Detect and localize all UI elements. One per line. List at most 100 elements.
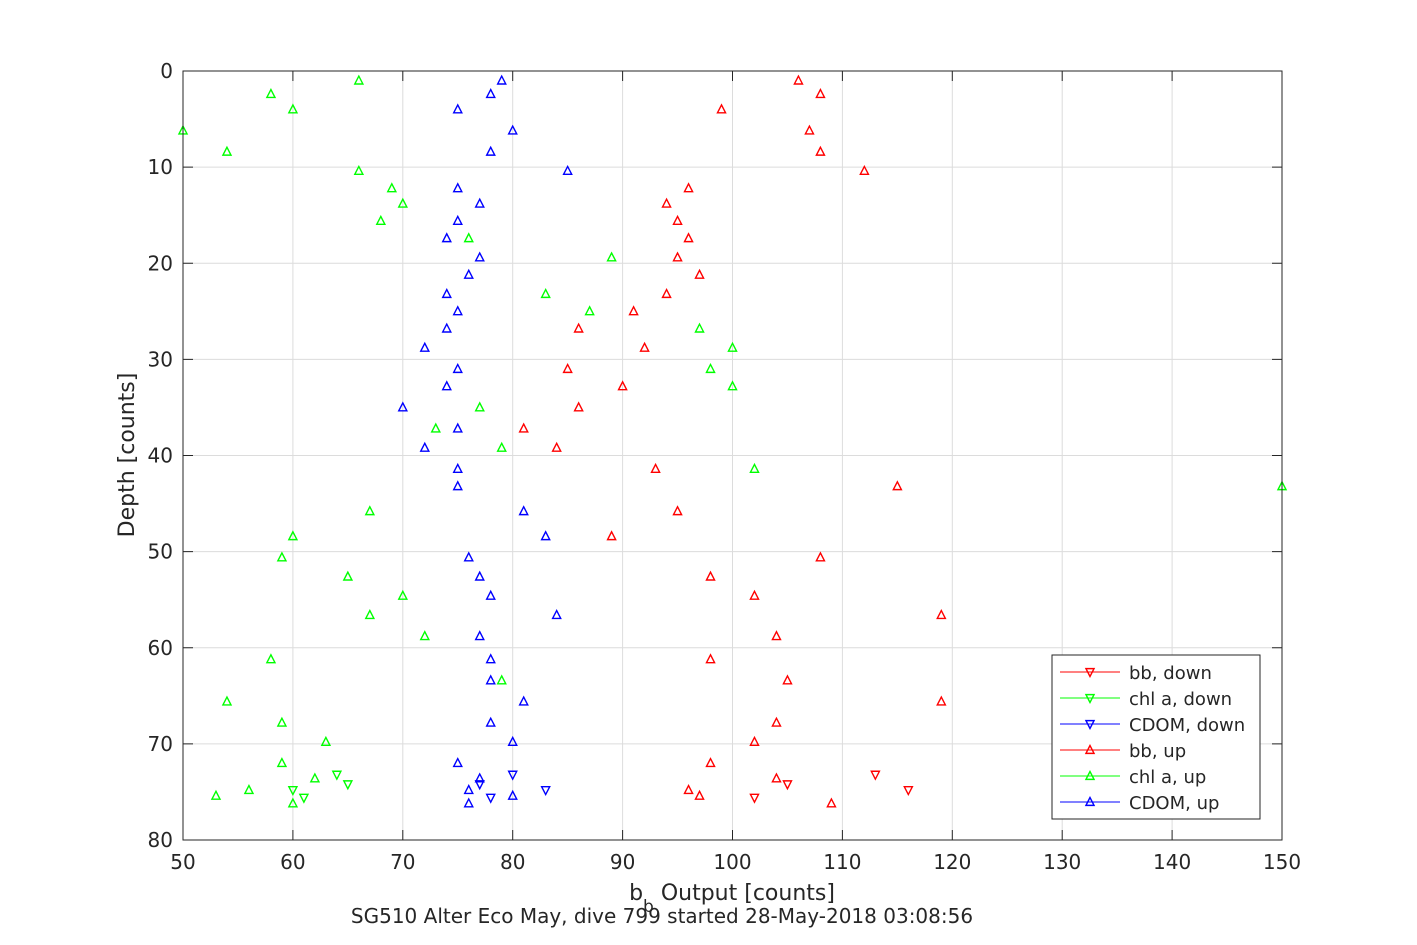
data-point: [496, 74, 507, 85]
data-point: [463, 551, 474, 562]
legend-marker: [1084, 795, 1096, 807]
x-tick-label: 100: [713, 850, 751, 874]
data-point: [727, 341, 738, 352]
legend-label: CDOM, up: [1129, 793, 1219, 814]
y-tick-label: 10: [148, 155, 173, 179]
data-point: [419, 341, 430, 352]
data-point: [617, 380, 628, 391]
data-point: [749, 735, 760, 747]
data-point: [573, 322, 584, 333]
legend-entry: chl a, up: [1060, 767, 1206, 788]
data-point: [441, 322, 452, 333]
x-tick-label: 80: [500, 850, 525, 874]
data-point: [342, 570, 354, 581]
data-point: [221, 695, 233, 706]
data-point: [606, 530, 617, 541]
y-tick-label: 50: [148, 540, 173, 564]
data-point: [705, 653, 716, 664]
data-point: [694, 789, 705, 800]
data-point: [771, 630, 782, 641]
data-point: [507, 789, 518, 800]
data-point: [474, 780, 485, 791]
x-tick-label: 130: [1043, 850, 1081, 874]
x-tick-label: 70: [390, 850, 415, 874]
data-point: [859, 164, 870, 176]
data-points: [177, 74, 1288, 808]
data-point: [771, 772, 782, 783]
data-point: [474, 197, 485, 208]
data-point: [364, 609, 376, 620]
data-point: [815, 88, 826, 99]
data-point: [287, 785, 299, 797]
data-point: [815, 145, 826, 156]
data-point: [749, 589, 760, 600]
data-point: [452, 462, 463, 474]
x-axis-label-subscript: b: [643, 897, 654, 917]
legend-marker: [1084, 719, 1096, 731]
x-tick-label: 90: [610, 850, 635, 874]
data-point: [870, 770, 881, 781]
data-point: [518, 695, 529, 706]
y-ticks: 0 10 20 30 40 50 60 70 80: [148, 59, 1282, 852]
y-tick-label: 80: [148, 828, 173, 852]
data-point: [452, 214, 463, 226]
data-point: [485, 653, 496, 664]
x-tick-label: 110: [823, 850, 861, 874]
data-point: [463, 232, 474, 243]
data-point: [485, 88, 496, 99]
data-point: [243, 783, 255, 795]
data-point: [485, 589, 496, 600]
data-point: [936, 609, 947, 620]
data-point: [573, 401, 584, 412]
data-point: [452, 757, 463, 768]
x-tick-label: 140: [1153, 850, 1191, 874]
data-point: [672, 214, 683, 226]
data-point: [452, 362, 463, 374]
data-point: [683, 783, 694, 795]
data-point: [727, 380, 738, 391]
legend-entry: CDOM, down: [1060, 715, 1245, 736]
data-point: [463, 268, 474, 279]
data-point: [496, 441, 507, 452]
data-point: [771, 716, 782, 727]
data-point: [507, 735, 518, 747]
data-point: [551, 609, 562, 620]
x-axis-label: bb Output [counts]: [629, 881, 835, 917]
data-point: [342, 780, 354, 791]
legend-entry: bb, down: [1060, 663, 1212, 684]
data-point: [265, 653, 277, 664]
legend-label: bb, up: [1129, 741, 1186, 762]
data-point: [782, 780, 793, 791]
data-point: [463, 783, 474, 795]
x-ticks: 50 60 70 80 90 100 110 120 130 140 150: [170, 71, 1301, 874]
data-point: [683, 232, 694, 243]
data-point: [705, 757, 716, 768]
data-point: [826, 797, 837, 808]
y-tick-label: 0: [160, 59, 173, 83]
legend-label: chl a, up: [1129, 767, 1206, 788]
legend-entry: bb, up: [1060, 741, 1186, 762]
data-point: [782, 674, 793, 685]
data-point: [485, 793, 496, 804]
data-point: [562, 164, 573, 176]
data-point: [419, 630, 430, 641]
data-point: [210, 789, 222, 800]
data-point: [474, 772, 485, 783]
figure-caption: SG510 Alter Eco May, dive 799 started 28…: [351, 904, 973, 928]
data-point: [452, 422, 463, 433]
x-axis-label-rest: Output [counts]: [654, 881, 835, 906]
data-point: [320, 735, 332, 747]
data-point: [309, 772, 321, 783]
x-tick-label: 60: [280, 850, 305, 874]
data-point: [639, 341, 650, 352]
data-point: [540, 785, 551, 797]
legend-label: CDOM, down: [1129, 715, 1245, 736]
data-point: [540, 287, 551, 299]
data-point: [474, 401, 485, 412]
legend-marker: [1084, 693, 1096, 705]
data-point: [353, 164, 365, 176]
y-tick-label: 30: [148, 347, 173, 371]
data-point: [672, 505, 683, 516]
data-point: [441, 380, 452, 391]
data-point: [375, 214, 387, 226]
